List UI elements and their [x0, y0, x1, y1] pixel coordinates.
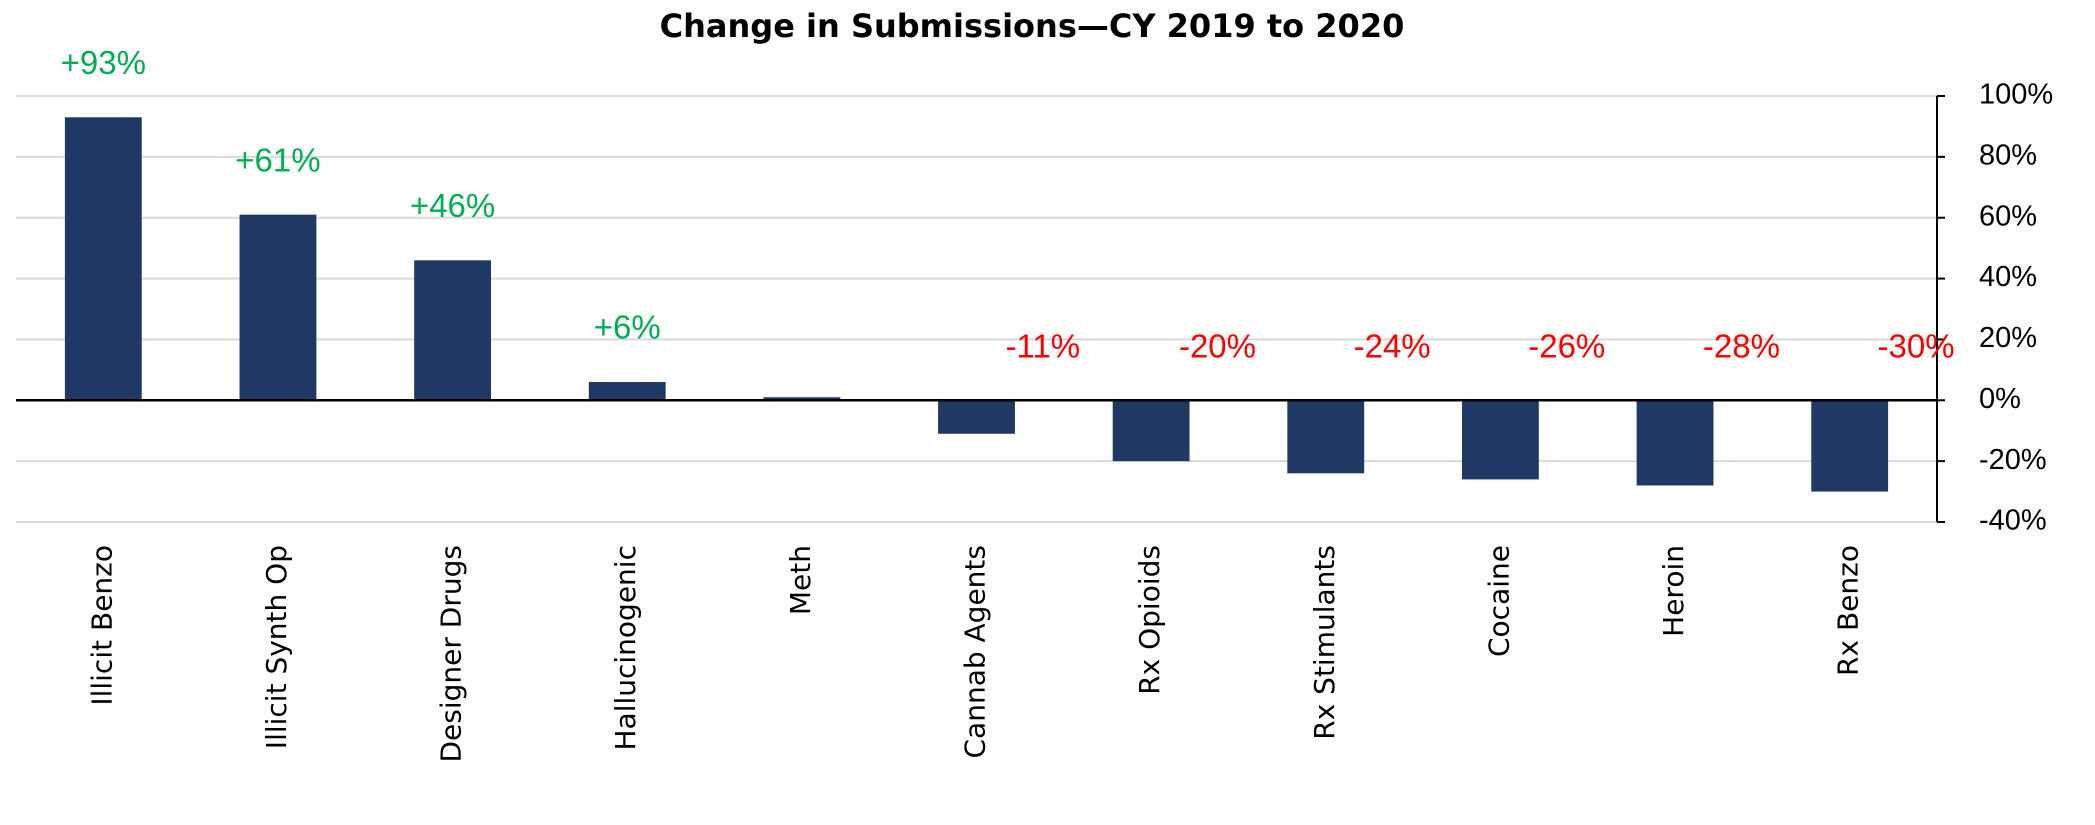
value-label: +46% — [410, 187, 495, 224]
x-tick-label: Rx Stimulants — [1308, 545, 1341, 740]
value-label: -20% — [1179, 327, 1256, 364]
x-tick-label: Illicit Benzo — [85, 545, 118, 706]
bar — [763, 397, 841, 401]
value-label: -26% — [1528, 327, 1605, 364]
bar — [1811, 400, 1889, 492]
y-tick-label: 60% — [1979, 200, 2037, 232]
value-label: +6% — [594, 309, 661, 346]
y-tick-label: 100% — [1979, 79, 2053, 111]
value-label: -28% — [1703, 327, 1780, 364]
x-tick-label: Cannab Agents — [959, 545, 992, 759]
bar — [1112, 400, 1190, 462]
bar — [414, 260, 492, 401]
chart-title: Change in Submissions—CY 2019 to 2020 — [660, 7, 1405, 45]
x-tick-label: Rx Opioids — [1133, 545, 1166, 695]
value-label: -24% — [1354, 327, 1431, 364]
bar — [64, 117, 142, 401]
x-tick-label: Heroin — [1657, 545, 1690, 637]
y-tick-label: -40% — [1979, 505, 2047, 537]
y-tick-label: 0% — [1979, 383, 2021, 415]
x-tick-label: Cocaine — [1482, 545, 1515, 657]
bar — [588, 382, 666, 401]
value-label: +93% — [61, 44, 146, 81]
x-tick-label: Designer Drugs — [435, 545, 468, 763]
bar — [1461, 400, 1539, 480]
bar — [1287, 400, 1365, 474]
bar — [938, 400, 1015, 434]
value-label: -30% — [1878, 327, 1955, 364]
value-label: +61% — [235, 141, 320, 178]
x-tick-label: Hallucinogenic — [609, 545, 642, 751]
value-label: -11% — [1006, 327, 1081, 364]
y-tick-label: 20% — [1979, 322, 2037, 354]
y-tick-label: 80% — [1979, 140, 2037, 172]
x-tick-label: Meth — [784, 545, 817, 615]
x-tick-label: Rx Benzo — [1832, 545, 1865, 676]
bar — [1636, 400, 1714, 486]
bar — [239, 214, 317, 401]
x-tick-label: Illicit Synth Op — [260, 545, 293, 749]
y-tick-label: -20% — [1979, 444, 2047, 476]
y-tick-label: 40% — [1979, 261, 2037, 293]
